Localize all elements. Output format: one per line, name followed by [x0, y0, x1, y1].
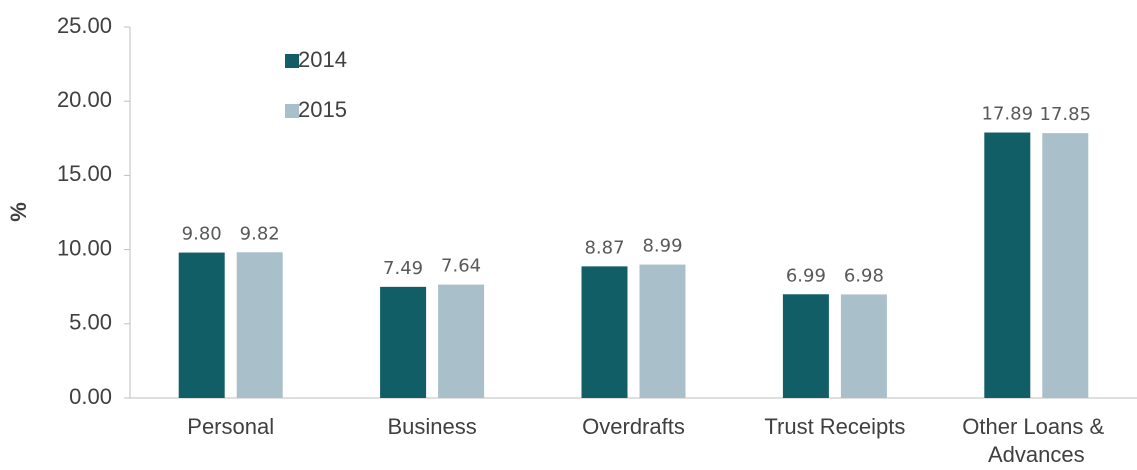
- bar: [984, 132, 1031, 399]
- x-tick-label: Overdrafts: [582, 414, 685, 439]
- bar: [178, 252, 225, 398]
- value-label: 6.99: [786, 265, 826, 286]
- value-label: 9.82: [240, 223, 280, 244]
- y-tick-label: 15.00: [57, 161, 112, 186]
- value-label: 17.89: [982, 104, 1034, 125]
- value-label: 7.49: [383, 258, 423, 279]
- bar: [782, 294, 829, 398]
- y-tick-label: 25.00: [57, 13, 112, 38]
- y-tick-label: 20.00: [57, 87, 112, 112]
- legend-label: 2015: [298, 97, 347, 122]
- bar: [581, 266, 628, 398]
- x-tick-label: Personal: [187, 414, 274, 439]
- bar: [380, 286, 427, 398]
- x-tick-label: Business: [387, 414, 476, 439]
- value-label: 8.99: [642, 236, 682, 257]
- bar: [840, 294, 887, 398]
- y-axis-label: %: [6, 202, 31, 222]
- value-label: 8.87: [584, 237, 624, 258]
- value-label: 9.80: [182, 224, 222, 245]
- y-tick-label: 0.00: [69, 384, 112, 409]
- bar: [639, 264, 686, 398]
- x-tick-label: Trust Receipts: [764, 414, 905, 439]
- legend-swatch: [285, 104, 299, 118]
- value-label: 6.98: [844, 265, 884, 286]
- value-label: 7.64: [441, 256, 481, 277]
- y-tick-label: 10.00: [57, 235, 112, 260]
- bar: [1042, 133, 1089, 398]
- bar: [236, 252, 283, 398]
- y-tick-label: 5.00: [69, 310, 112, 335]
- legend-label: 2014: [298, 47, 347, 72]
- value-label: 17.85: [1040, 104, 1092, 125]
- legend-swatch: [285, 54, 299, 68]
- x-tick-label: Other Loans & Advances: [962, 414, 1110, 467]
- bar: [438, 284, 485, 398]
